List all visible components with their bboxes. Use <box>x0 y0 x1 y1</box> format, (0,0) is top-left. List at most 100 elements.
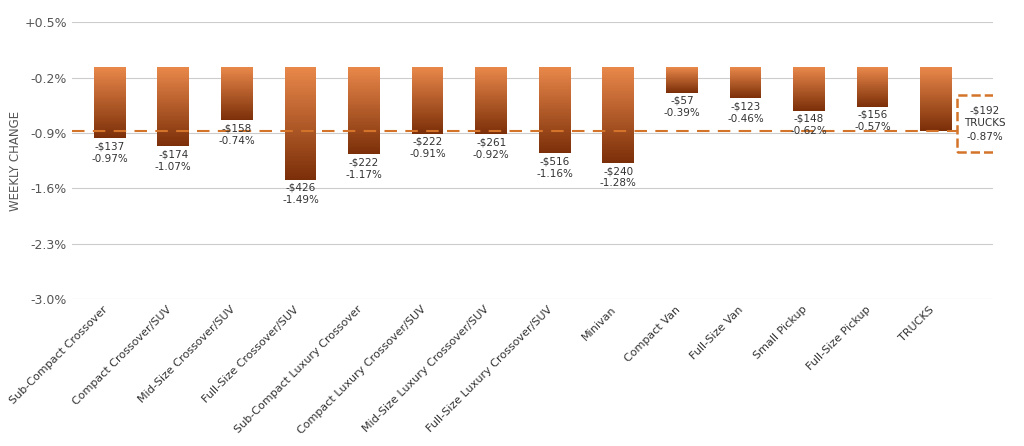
Bar <box>475 102 507 103</box>
Bar <box>348 121 380 122</box>
Bar <box>158 71 189 73</box>
Bar <box>602 128 634 129</box>
Bar <box>285 114 316 116</box>
Bar <box>729 92 761 93</box>
Bar <box>921 90 952 91</box>
Bar <box>793 99 825 100</box>
Bar <box>729 75 761 76</box>
Bar <box>921 120 952 121</box>
Bar <box>94 80 126 82</box>
Bar <box>221 96 253 97</box>
Bar <box>539 105 570 106</box>
Bar <box>158 107 189 108</box>
Bar <box>94 123 126 124</box>
Bar <box>348 72 380 73</box>
Bar <box>285 149 316 152</box>
Bar <box>158 145 189 146</box>
Bar <box>221 90 253 91</box>
Bar <box>475 83 507 84</box>
Bar <box>221 100 253 101</box>
Bar <box>412 107 443 108</box>
Bar <box>539 149 570 151</box>
Bar <box>221 108 253 109</box>
Bar <box>729 83 761 84</box>
Bar <box>285 136 316 138</box>
Bar <box>285 103 316 105</box>
Bar <box>348 132 380 134</box>
Bar <box>729 94 761 95</box>
Bar <box>539 116 570 118</box>
Bar <box>285 129 316 131</box>
Bar <box>602 101 634 103</box>
Bar <box>602 145 634 147</box>
Bar <box>475 119 507 120</box>
Bar <box>348 130 380 131</box>
Bar <box>285 116 316 118</box>
Bar <box>857 74 889 75</box>
Bar <box>412 68 443 70</box>
Bar <box>729 80 761 81</box>
Bar <box>539 138 570 139</box>
Bar <box>285 161 316 163</box>
Bar <box>158 137 189 138</box>
Bar <box>475 78 507 80</box>
Bar <box>857 93 889 94</box>
Bar <box>285 90 316 91</box>
Bar <box>475 121 507 122</box>
Bar <box>412 124 443 125</box>
Bar <box>94 121 126 122</box>
Bar <box>857 85 889 86</box>
Bar <box>94 111 126 112</box>
Bar <box>729 84 761 85</box>
Bar <box>412 100 443 102</box>
Bar <box>857 78 889 79</box>
Bar <box>285 172 316 174</box>
Bar <box>539 100 570 102</box>
Bar <box>412 92 443 93</box>
Bar <box>348 115 380 116</box>
Bar <box>285 176 316 178</box>
Bar <box>602 107 634 109</box>
Bar <box>857 91 889 92</box>
Bar <box>921 88 952 90</box>
Bar <box>793 88 825 89</box>
Bar <box>602 74 634 75</box>
Bar <box>475 107 507 109</box>
Bar <box>94 116 126 117</box>
Bar <box>921 100 952 101</box>
Bar <box>158 131 189 132</box>
Bar <box>475 133 507 135</box>
Bar <box>921 79 952 80</box>
Bar <box>729 89 761 90</box>
Bar <box>285 125 316 127</box>
Bar <box>729 95 761 96</box>
Bar <box>412 83 443 84</box>
Bar <box>348 120 380 121</box>
Bar <box>158 133 189 135</box>
Bar <box>539 92 570 93</box>
Bar <box>412 120 443 121</box>
Bar <box>221 93 253 94</box>
Bar <box>475 116 507 118</box>
Bar <box>285 168 316 170</box>
Bar <box>221 79 253 80</box>
Bar <box>158 70 189 71</box>
Bar <box>857 79 889 80</box>
Bar <box>285 118 316 120</box>
Bar <box>348 151 380 153</box>
Bar <box>158 84 189 86</box>
Bar <box>348 69 380 70</box>
Bar <box>285 108 316 110</box>
Bar <box>348 78 380 79</box>
Bar <box>412 84 443 85</box>
Bar <box>94 134 126 135</box>
Bar <box>475 75 507 76</box>
Bar <box>94 130 126 131</box>
Bar <box>94 107 126 109</box>
Bar <box>348 89 380 91</box>
Bar <box>412 115 443 116</box>
Bar <box>857 81 889 82</box>
Bar <box>221 116 253 117</box>
Bar <box>348 124 380 125</box>
Bar <box>539 131 570 132</box>
